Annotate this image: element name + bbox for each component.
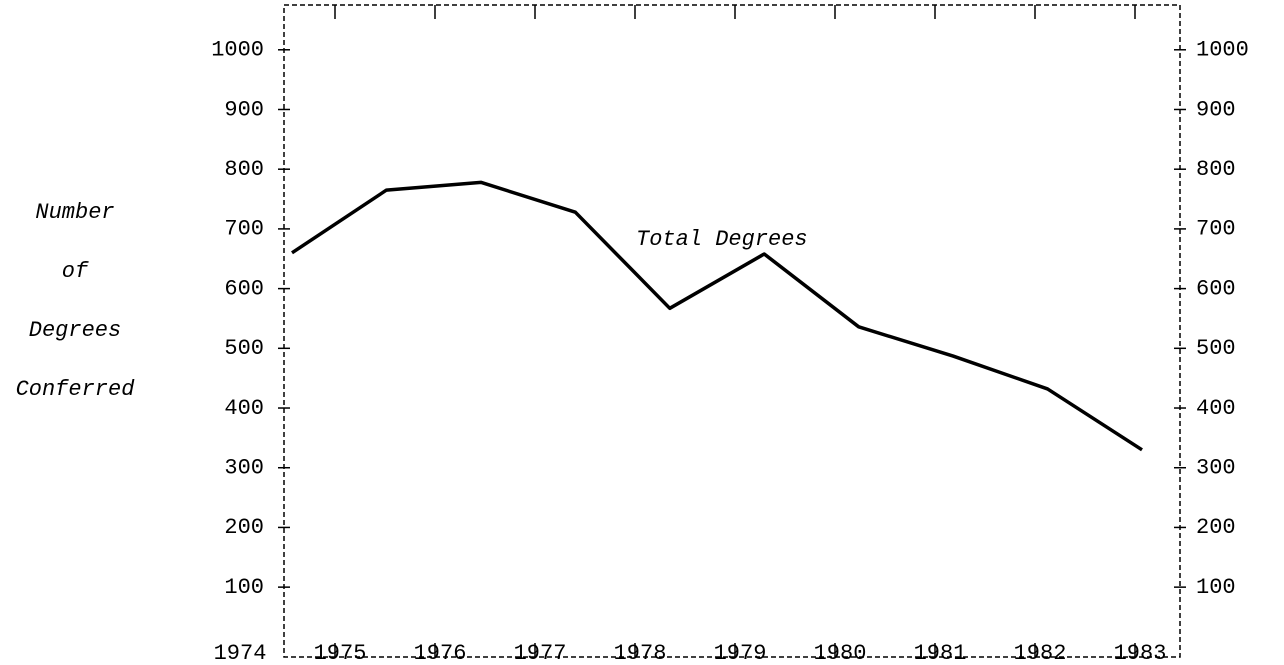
y-tick-label: 1000: [211, 38, 264, 63]
y-tick-label: 600: [224, 276, 264, 301]
y2-tick-label: 500: [1196, 336, 1236, 361]
y2-tick-label: 600: [1196, 276, 1236, 301]
plot-frame: [283, 4, 1181, 658]
data-line: [291, 180, 1143, 452]
x-tick-label: 1977: [514, 641, 567, 665]
x-tick-label: 1979: [714, 641, 767, 665]
y-tick-label: 700: [224, 217, 264, 242]
x-tick-label: 1974: [214, 641, 267, 665]
x-tick-label: 1978: [614, 641, 667, 665]
y-tick-label: 300: [224, 456, 264, 481]
annotation: Total Degrees: [636, 227, 808, 252]
x-tick-label: 1980: [814, 641, 867, 665]
y-tick-label: 900: [224, 97, 264, 122]
y-axis-title: Number: [35, 200, 114, 225]
y2-tick-label: 100: [1196, 575, 1236, 600]
y-axis-title: Conferred: [16, 377, 136, 402]
y-axis-title: Degrees: [29, 318, 121, 343]
y2-tick-label: 1000: [1196, 38, 1249, 63]
y-tick-label: 800: [224, 157, 264, 182]
y-tick-label: 400: [224, 396, 264, 421]
y2-tick-label: 400: [1196, 396, 1236, 421]
y-tick-label: 100: [224, 575, 264, 600]
y2-tick-label: 900: [1196, 97, 1236, 122]
x-tick-label: 1981: [914, 641, 967, 665]
y-tick-label: 500: [224, 336, 264, 361]
y2-tick-label: 700: [1196, 217, 1236, 242]
y-axis-title: of: [62, 259, 89, 284]
y2-tick-label: 200: [1196, 515, 1236, 540]
y-tick-label: 200: [224, 515, 264, 540]
x-tick-label: 1982: [1014, 641, 1067, 665]
y2-tick-label: 800: [1196, 157, 1236, 182]
y2-tick-label: 300: [1196, 456, 1236, 481]
x-tick-label: 1975: [314, 641, 367, 665]
x-tick-label: 1983: [1114, 641, 1167, 665]
x-tick-label: 1976: [414, 641, 467, 665]
